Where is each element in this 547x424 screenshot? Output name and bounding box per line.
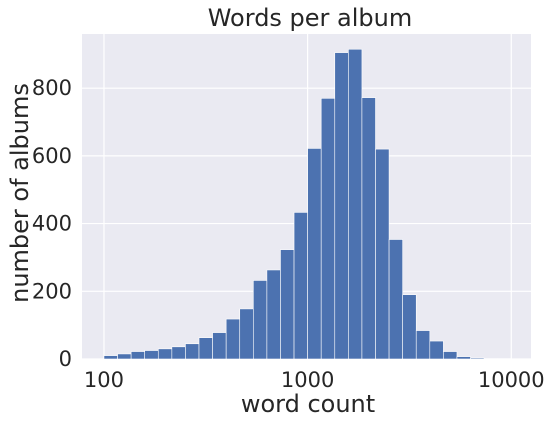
- y-tick-label: 800: [32, 76, 72, 100]
- histogram-bar: [199, 338, 213, 359]
- histogram-bar: [443, 352, 457, 359]
- histogram-bar: [240, 309, 254, 359]
- x-tick-label: 10000: [478, 368, 545, 392]
- histogram-bar: [131, 352, 145, 359]
- y-axis-ticks: 0 200 400 600 800: [32, 76, 72, 371]
- y-tick-label: 600: [32, 144, 72, 168]
- histogram-bar: [403, 295, 417, 359]
- histogram-bar: [172, 347, 186, 359]
- histogram-bar: [457, 357, 471, 359]
- y-axis-label: number of albums: [6, 83, 34, 303]
- histogram-bar: [213, 333, 227, 359]
- histogram-bar: [471, 358, 485, 359]
- histogram-bar: [335, 53, 349, 359]
- histogram-bar: [267, 270, 281, 359]
- x-tick-label: 100: [84, 368, 124, 392]
- x-axis-ticks: 100 1000 10000: [84, 368, 545, 392]
- y-tick-label: 0: [59, 347, 72, 371]
- histogram-bar: [362, 98, 376, 359]
- x-axis-label: word count: [241, 390, 375, 418]
- histogram-bar: [226, 319, 240, 359]
- x-tick-label: 1000: [281, 368, 334, 392]
- histogram-bar: [185, 344, 199, 359]
- chart-title: Words per album: [208, 4, 413, 32]
- histogram-bar: [348, 49, 362, 359]
- histogram-bar: [416, 331, 430, 359]
- histogram-bar: [145, 351, 159, 359]
- histogram-bar: [308, 148, 322, 359]
- y-tick-label: 400: [32, 212, 72, 236]
- histogram-bar: [376, 149, 390, 359]
- y-tick-label: 200: [32, 279, 72, 303]
- histogram-bar: [294, 212, 308, 359]
- histogram-bar: [253, 280, 267, 359]
- histogram-bar: [158, 349, 172, 359]
- histogram-bar: [321, 98, 335, 359]
- histogram-bar: [389, 239, 403, 359]
- histogram-bar: [280, 250, 294, 359]
- histogram-bar: [104, 356, 118, 359]
- histogram-bar: [118, 354, 132, 359]
- histogram-bar: [430, 341, 444, 359]
